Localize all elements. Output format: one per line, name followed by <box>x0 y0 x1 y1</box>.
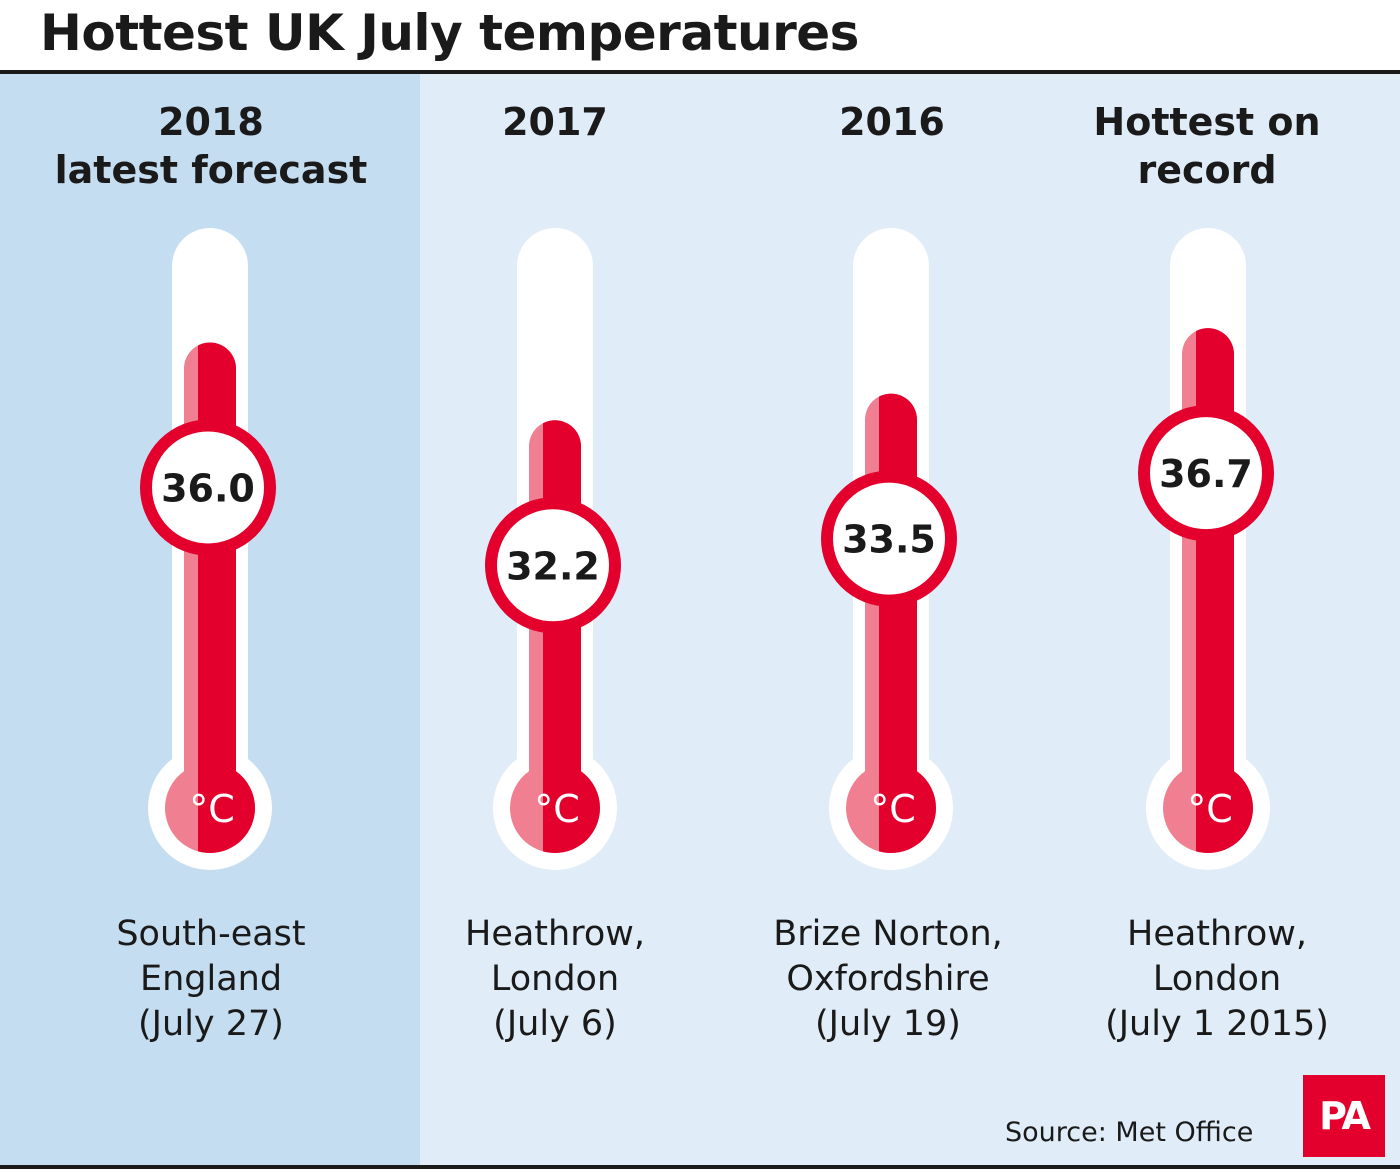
thermometer-2017: °C 32.2 <box>485 228 621 870</box>
location-label-2018: South-east England (July 27) <box>116 914 306 1044</box>
thermometer-2016: °C 33.5 <box>821 228 957 870</box>
value-badge-2017 <box>485 497 621 634</box>
value-label-2017: 32.2 <box>506 544 600 588</box>
category-label-record: Hottest on record <box>1093 100 1321 192</box>
location-label-2016: Brize Norton, Oxfordshire (July 19) <box>773 914 1003 1044</box>
pa-logo: PA <box>1303 1075 1385 1157</box>
bottom-rule <box>0 1165 1400 1169</box>
category-label-2017: 2017 <box>502 100 608 144</box>
location-label-record: Heathrow, London (July 1 2015) <box>1105 914 1329 1044</box>
unit-label-2016: °C <box>870 787 916 831</box>
value-badge-record <box>1138 405 1274 542</box>
value-badge-2018 <box>140 419 276 556</box>
location-label-2017: Heathrow, London (July 6) <box>465 914 645 1044</box>
source-note: Source: Met Office <box>1005 1117 1254 1148</box>
thermometer-record: °C 36.7 <box>1138 228 1274 870</box>
unit-label-record: °C <box>1187 787 1233 831</box>
chart-title: Hottest UK July temperatures <box>40 4 859 62</box>
thermometer-2018: °C 36.0 <box>140 228 276 870</box>
unit-label-2018: °C <box>189 787 235 831</box>
category-label-2018: 2018 latest forecast <box>54 100 368 192</box>
value-label-2016: 33.5 <box>842 518 936 562</box>
value-label-record: 36.7 <box>1159 452 1253 496</box>
value-badge-2016 <box>821 470 957 607</box>
unit-label-2017: °C <box>534 787 580 831</box>
top-rule <box>0 70 1400 74</box>
category-label-2016: 2016 <box>839 100 945 144</box>
value-label-2018: 36.0 <box>161 466 255 510</box>
